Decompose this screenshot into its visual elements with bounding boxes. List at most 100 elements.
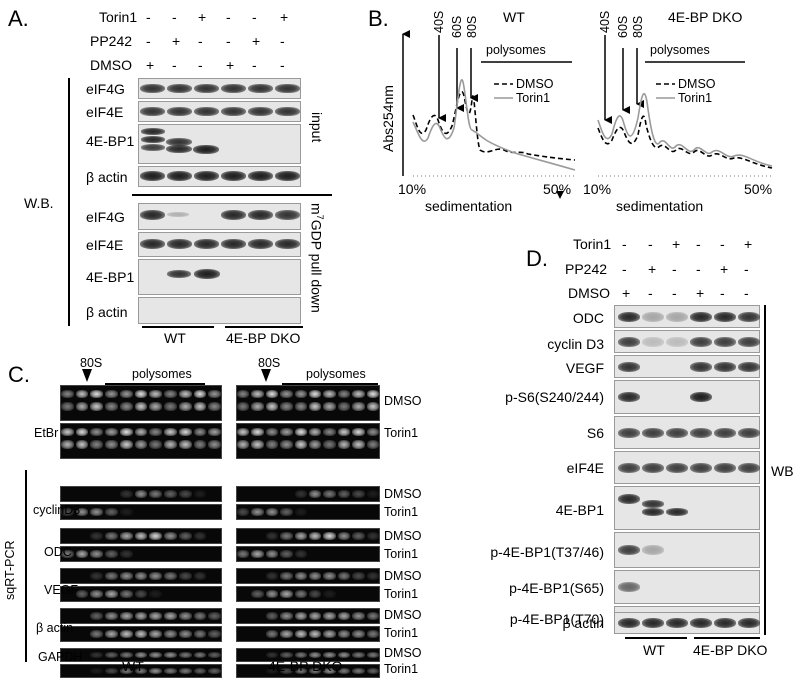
a-blot-eif4g-pulldown (138, 203, 301, 230)
b-wt-legend-torin1: Torin1 (516, 91, 551, 105)
a-mark: + (280, 9, 289, 25)
d-band (666, 618, 688, 628)
d-mark: - (648, 285, 653, 301)
c-condition-label: DMSO (384, 487, 422, 501)
c-gel-band (323, 440, 336, 449)
b-wt-xlabel: sedimentation (425, 198, 513, 214)
c-gel-band (251, 402, 264, 411)
c-gel-band (251, 428, 264, 436)
a-band (141, 136, 165, 143)
c-gel-band (366, 490, 379, 498)
c-gel-band (149, 590, 163, 598)
c-gel-band (280, 630, 293, 638)
c-wt-label: WT (122, 658, 144, 674)
d-mark: + (696, 285, 705, 301)
c-gel-band (309, 630, 322, 638)
c-wt-poly-line (105, 383, 205, 385)
d-band (714, 336, 736, 347)
a-pp242-label: PP242 (90, 33, 133, 49)
d-row-label: p-4E-BP1(T70) (509, 611, 604, 627)
c-gel-band (337, 630, 351, 638)
c-gene-gapdh: GAPDH (38, 650, 83, 664)
c-gel-band (134, 668, 148, 674)
c-gel-band (366, 428, 379, 436)
d-band (642, 508, 664, 516)
a-band (194, 84, 219, 93)
c-gel-band (119, 490, 133, 498)
c-gel-band (90, 668, 104, 674)
a-row-eif4e-input: eIF4E (86, 104, 124, 120)
c-gel-band (280, 390, 293, 398)
b-dko-dmso-line (597, 115, 773, 169)
d-row-label: 4E-BP1 (555, 502, 604, 518)
d-mark: + (672, 236, 681, 252)
c-gel-band (149, 612, 163, 620)
c-gel-band (134, 630, 148, 638)
a-band (275, 239, 300, 249)
c-gel-band (105, 402, 118, 411)
c-gel-band (178, 668, 192, 674)
c-gel-band (90, 590, 104, 598)
c-gel-band (366, 668, 379, 674)
c-gel-band (265, 550, 279, 558)
a-band (140, 107, 165, 116)
c-gel-band (164, 390, 177, 398)
d-row-label: p-S6(S240/244) (505, 389, 604, 405)
a-band (221, 107, 246, 116)
d-band (690, 336, 712, 347)
c-gel-band (352, 612, 365, 620)
c-gel-band (337, 428, 351, 436)
a-mark: - (280, 57, 285, 73)
c-gel-band (178, 440, 192, 449)
c-gel-band (352, 652, 365, 658)
d-band (642, 311, 664, 322)
a-band (167, 84, 192, 93)
a-mark: + (146, 57, 155, 73)
d-band (738, 361, 760, 372)
d-mark: - (744, 261, 749, 277)
c-condition-label: Torin1 (384, 547, 419, 561)
c-gel-band (119, 532, 133, 540)
d-mark: - (672, 285, 677, 301)
a-mark: - (226, 33, 231, 49)
c-gel-band (193, 428, 207, 436)
d-band (714, 311, 736, 322)
d-mark: - (696, 236, 701, 252)
c-gel-band (149, 668, 163, 674)
d-mark: - (696, 261, 701, 277)
d-band (618, 494, 640, 504)
d-band (618, 582, 640, 592)
d-mark: + (720, 261, 729, 277)
c-gel-band (193, 532, 207, 540)
c-gel-band (280, 550, 293, 558)
a-row-actin-pulldown: β actin (86, 304, 128, 320)
c-gel-band (366, 572, 379, 580)
c-gel-band (337, 668, 351, 674)
c-gel-band (251, 440, 264, 449)
c-gel-band (75, 402, 89, 411)
a-band (221, 171, 246, 181)
c-gel-band (294, 550, 307, 558)
c-wt-80s-arrow (82, 369, 92, 382)
b-dko-xstart: 10% (583, 181, 612, 197)
c-gel-band (119, 428, 133, 436)
c-gel-band (178, 490, 192, 498)
a-mark: - (146, 9, 151, 25)
c-gel-band (149, 402, 163, 411)
a-divider (132, 194, 332, 196)
c-gel-band (237, 440, 250, 449)
d-dmso-label: DMSO (568, 285, 610, 301)
c-gel-band (75, 550, 89, 558)
c-gel-band (237, 428, 250, 436)
c-gel-band (294, 590, 307, 598)
c-gel-band (280, 590, 293, 598)
a-wt-line (142, 326, 214, 328)
c-gel-band (105, 572, 118, 580)
a-band (166, 138, 192, 146)
d-band (618, 336, 640, 347)
c-wt-80s: 80S (80, 356, 103, 370)
a-blot-4ebp1-input (138, 124, 301, 164)
a-wb-label: W.B. (24, 195, 54, 211)
c-dko-poly-line (282, 383, 378, 385)
c-gel-band (134, 402, 148, 411)
